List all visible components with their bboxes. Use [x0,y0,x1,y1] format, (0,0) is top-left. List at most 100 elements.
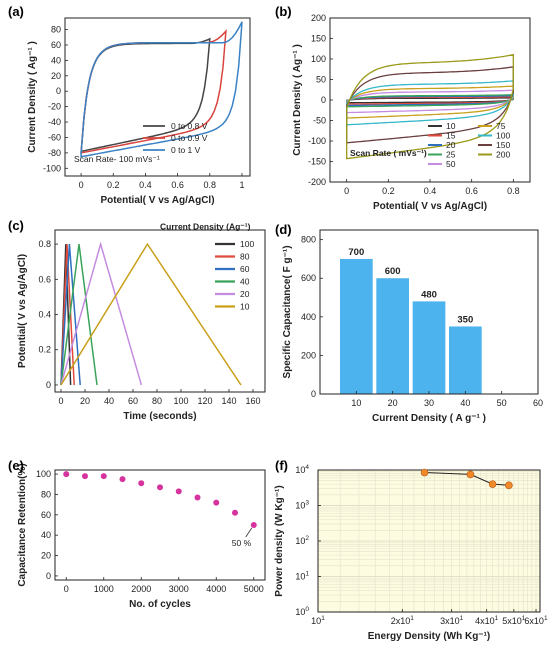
y-tick-label: 20 [51,71,61,81]
x-tick-exp: 1 [410,615,414,622]
data-point [213,499,220,506]
y-tick-label: -150 [308,157,326,167]
legend-label: 25 [446,150,456,160]
cv-curve [80,21,243,158]
x-tick-label: 6x101 [524,615,548,626]
x-tick-base: 6x10 [524,616,544,626]
x-tick-label: 20 [388,398,398,408]
y-tick-label: 104 [295,464,309,475]
x-tick-label: 0.4 [139,180,152,190]
x-tick-label: 40 [104,396,114,406]
x-axis-label: Time (seconds) [123,411,196,422]
x-tick-exp: 1 [544,615,548,622]
y-tick-label: 0.8 [38,239,51,249]
y-tick-exp: 3 [305,500,309,507]
legend-label: 50 [446,159,456,169]
x-tick-label: 10 [351,398,361,408]
panel-label: (a) [8,4,24,19]
data-point [138,480,145,487]
scan-rate-note: Scan Rate- 100 mVs⁻¹ [74,154,160,164]
y-tick-label: 0.2 [38,345,51,355]
data-point [232,509,238,516]
x-tick-label: 3000 [169,584,189,594]
y-tick-label: 102 [295,535,309,546]
data-point [505,481,513,490]
x-tick-base: 2x10 [391,616,411,626]
y-tick-label: 150 [311,34,326,44]
legend-label: 20 [446,140,456,150]
x-axis-label: Energy Density (Wh Kg⁻¹) [368,631,491,642]
y-axis-label: Current Density ( Ag⁻¹ ) [27,41,38,153]
x-tick-label: 5000 [244,584,264,594]
x-tick-label: 0.2 [107,180,120,190]
y-tick-label: -40 [48,117,61,127]
data-point [100,473,107,480]
y-tick-label: 40 [41,530,51,540]
cv-curve [346,80,514,126]
x-tick-label: 0.2 [382,186,395,196]
x-tick-label: 0 [79,180,84,190]
legend-title: Current Density (Ag⁻¹) [160,222,251,232]
x-tick-base: 5x10 [502,616,522,626]
legend-label: 75 [496,121,506,131]
legend-label: 40 [240,277,250,287]
gcd-curve [60,241,143,386]
y-axis-label: Specific Capacitance( F g⁻¹) [282,245,293,378]
x-tick-label: 2x101 [391,615,415,626]
x-tick-label: 80 [152,396,162,406]
legend-label: 60 [240,264,250,274]
y-tick-label: 200 [301,350,316,360]
panel-label: (b) [275,4,292,19]
panel-f: 101 2x101 3x101 4x101 5x101 6x101100101102103… [274,458,548,642]
y-tick-label: 40 [51,55,61,65]
y-tick-label: 0 [321,95,326,105]
y-tick-label: 50 [316,75,326,85]
y-tick-label: -50 [313,116,326,126]
bar-data-label: 480 [421,289,437,300]
panel-label: (e) [8,458,24,473]
legend-label: 0 to 0.9 V [171,133,208,143]
retention-annotation: 50 % [232,538,252,548]
legend-label: 0 to 1 V [171,145,201,155]
data-point [119,476,126,483]
legend-label: 100 [240,239,254,249]
data-point [175,488,182,495]
x-tick-label: 101 [311,615,325,626]
y-tick-label: 0 [46,380,51,390]
y-tick-base: 10 [295,501,305,511]
x-tick-label: 0.8 [204,180,217,190]
legend-label: 150 [496,140,510,150]
y-tick-label: 0 [56,86,61,96]
y-tick-label: -200 [308,177,326,187]
plot-frame [54,469,266,581]
y-axis-label: Capacitance Retention(%) [17,463,28,586]
y-tick-base: 10 [295,607,305,617]
y-tick-label: 100 [295,606,309,617]
bar [376,278,410,394]
y-tick-label: 103 [295,500,309,511]
x-tick-label: 100 [173,396,188,406]
x-tick-label: 120 [197,396,212,406]
x-axis-label: Current Density ( A g⁻¹ ) [372,413,486,424]
x-tick-label: 2000 [131,584,151,594]
x-tick-label: 3x101 [440,615,464,626]
y-tick-exp: 0 [305,606,309,613]
bar [339,258,373,394]
x-tick-base: 4x10 [475,616,495,626]
x-tick-label: 140 [221,396,236,406]
x-tick-label: 1 [239,180,244,190]
y-tick-label: 400 [301,312,316,322]
y-tick-exp: 4 [305,464,309,471]
y-tick-base: 10 [295,572,305,582]
y-tick-label: -80 [48,148,61,158]
y-tick-label: 80 [51,25,61,35]
y-tick-label: 60 [41,510,51,520]
data-point [250,522,257,528]
x-tick-label: 60 [533,398,543,408]
panel-label: (d) [275,222,292,237]
y-tick-exp: 1 [305,571,309,578]
x-tick-label: 0.4 [424,186,437,196]
x-tick-base: 10 [311,616,321,626]
y-tick-label: 101 [295,571,309,582]
x-tick-label: 30 [424,398,434,408]
